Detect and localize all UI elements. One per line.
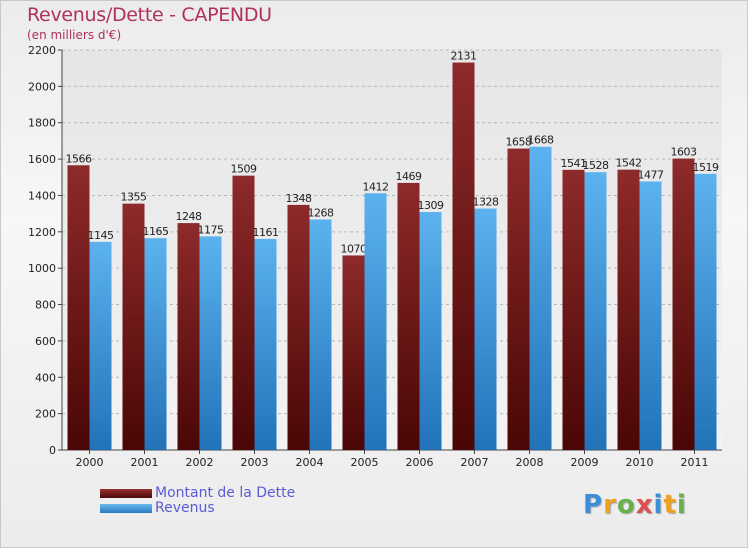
bar-dette xyxy=(672,158,695,450)
logo-letter: i xyxy=(653,490,664,520)
x-tick-label: 2009 xyxy=(571,456,599,469)
data-label: 1528 xyxy=(583,159,609,172)
y-tick-label: 600 xyxy=(35,335,56,348)
data-label: 1509 xyxy=(231,163,257,176)
bar-dette xyxy=(452,62,475,450)
chart-title: Revenus/Dette - CAPENDU xyxy=(27,4,272,26)
data-label: 1477 xyxy=(638,168,664,181)
y-tick-label: 1800 xyxy=(28,117,56,130)
data-label: 1161 xyxy=(253,226,279,239)
bar-dette xyxy=(562,169,585,450)
y-tick-label: 2200 xyxy=(28,44,56,57)
data-label: 1348 xyxy=(286,192,312,205)
logo-letter: i xyxy=(676,490,687,520)
bar-revenus xyxy=(144,238,167,450)
x-tick-label: 2005 xyxy=(351,456,379,469)
bar-revenus xyxy=(364,193,387,451)
y-tick-label: 2000 xyxy=(28,80,56,93)
bar-dette xyxy=(287,204,310,450)
bar-revenus xyxy=(529,146,552,450)
proxiti-logo: Proxiti xyxy=(583,490,687,520)
bar-revenus xyxy=(199,236,222,450)
data-label: 1603 xyxy=(671,146,697,159)
bar-dette xyxy=(617,169,640,451)
data-label: 1541 xyxy=(561,157,587,170)
y-tick-label: 400 xyxy=(35,371,56,384)
logo-letter: t xyxy=(663,490,677,520)
bar-dette xyxy=(507,148,530,450)
bar-dette xyxy=(122,203,145,450)
data-label: 1469 xyxy=(396,170,422,183)
x-tick-label: 2002 xyxy=(186,456,214,469)
x-tick-label: 2010 xyxy=(626,456,654,469)
bar-revenus xyxy=(89,241,112,450)
legend-label-revenus: Revenus xyxy=(155,500,215,516)
y-tick-label: 1600 xyxy=(28,153,56,166)
data-label: 2131 xyxy=(451,50,477,63)
y-tick-label: 200 xyxy=(35,408,56,421)
x-tick-label: 2001 xyxy=(131,456,159,469)
plot-area xyxy=(62,50,722,450)
logo-letter: o xyxy=(616,490,636,520)
bar-dette xyxy=(397,182,420,450)
x-tick-label: 2004 xyxy=(296,456,324,469)
data-label: 1268 xyxy=(308,206,334,219)
data-label: 1070 xyxy=(341,242,367,255)
bar-revenus xyxy=(584,172,607,450)
chart-subtitle: (en milliers d'€) xyxy=(27,28,122,42)
legend-swatch-dette xyxy=(100,489,152,498)
bar-dette xyxy=(342,255,365,450)
data-label: 1248 xyxy=(176,210,202,223)
data-label: 1658 xyxy=(506,136,532,149)
x-tick-label: 2000 xyxy=(76,456,104,469)
x-tick-label: 2006 xyxy=(406,456,434,469)
data-label: 1542 xyxy=(616,157,642,170)
bar-revenus xyxy=(254,238,277,450)
x-tick-label: 2003 xyxy=(241,456,269,469)
logo-letter: r xyxy=(603,490,617,520)
data-label: 1175 xyxy=(198,223,224,236)
x-tick-label: 2011 xyxy=(681,456,709,469)
data-label: 1355 xyxy=(121,191,147,204)
legend-label-dette: Montant de la Dette xyxy=(155,485,296,501)
y-tick-label: 800 xyxy=(35,299,56,312)
y-tick-label: 1000 xyxy=(28,262,56,275)
bar-dette xyxy=(177,223,200,450)
y-tick-label: 0 xyxy=(49,444,56,457)
data-label: 1145 xyxy=(88,229,114,242)
bar-revenus xyxy=(474,208,497,450)
logo-letter: P xyxy=(583,490,604,520)
data-label: 1309 xyxy=(418,199,444,212)
x-tick-label: 2007 xyxy=(461,456,489,469)
data-label: 1165 xyxy=(143,225,169,238)
bar-revenus xyxy=(694,173,717,450)
data-label: 1668 xyxy=(528,134,554,147)
data-label: 1566 xyxy=(66,152,92,165)
x-tick-label: 2008 xyxy=(516,456,544,469)
data-label: 1412 xyxy=(363,180,389,193)
bar-revenus xyxy=(639,181,662,451)
data-label: 1519 xyxy=(693,161,719,174)
y-tick-label: 1400 xyxy=(28,189,56,202)
bar-revenus xyxy=(309,219,332,450)
bar-revenus xyxy=(419,212,442,450)
y-tick-label: 1200 xyxy=(28,226,56,239)
bar-dette xyxy=(232,175,255,451)
data-label: 1328 xyxy=(473,196,499,209)
logo-letter: x xyxy=(635,490,654,520)
bar-dette xyxy=(67,165,90,451)
legend-swatch-revenus xyxy=(100,504,152,513)
